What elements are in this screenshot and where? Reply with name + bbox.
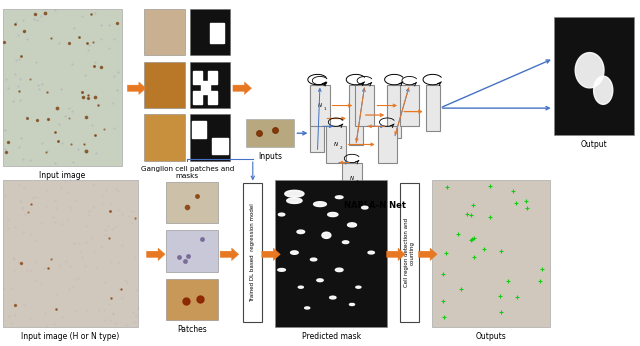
Bar bbox=[144, 115, 184, 161]
Bar bbox=[190, 115, 230, 161]
Text: N: N bbox=[350, 176, 354, 181]
Polygon shape bbox=[317, 279, 323, 282]
Polygon shape bbox=[262, 248, 280, 261]
Text: 3: 3 bbox=[356, 180, 358, 184]
Polygon shape bbox=[285, 190, 304, 197]
Polygon shape bbox=[233, 82, 252, 94]
Polygon shape bbox=[362, 206, 368, 209]
Bar bbox=[275, 180, 387, 327]
Bar bbox=[246, 119, 294, 147]
Polygon shape bbox=[291, 251, 298, 254]
Bar bbox=[426, 85, 440, 131]
Text: Cell region detection and
counting: Cell region detection and counting bbox=[404, 218, 415, 287]
Bar bbox=[193, 71, 202, 84]
Bar bbox=[378, 126, 397, 163]
Polygon shape bbox=[575, 53, 604, 88]
Bar bbox=[243, 183, 262, 322]
Polygon shape bbox=[298, 286, 303, 288]
Bar bbox=[193, 91, 202, 104]
Bar bbox=[210, 22, 224, 44]
Bar bbox=[166, 279, 218, 320]
Bar bbox=[208, 71, 217, 84]
Text: N: N bbox=[334, 142, 338, 147]
Text: Input image (H or N type): Input image (H or N type) bbox=[21, 332, 120, 341]
Bar bbox=[201, 81, 210, 94]
Polygon shape bbox=[220, 248, 239, 261]
Polygon shape bbox=[330, 296, 336, 299]
Bar bbox=[310, 85, 324, 152]
Text: Patches: Patches bbox=[177, 325, 207, 334]
Bar bbox=[144, 9, 184, 55]
Text: N: N bbox=[318, 103, 322, 108]
Bar bbox=[166, 182, 218, 223]
Polygon shape bbox=[348, 223, 356, 227]
Bar bbox=[432, 180, 550, 327]
Text: Trained DL based  regression model: Trained DL based regression model bbox=[250, 203, 255, 302]
Bar bbox=[190, 9, 230, 55]
Bar bbox=[3, 180, 138, 327]
Bar bbox=[554, 17, 634, 135]
Bar bbox=[400, 183, 419, 322]
Bar bbox=[3, 9, 122, 166]
Bar bbox=[192, 121, 206, 138]
Text: 2: 2 bbox=[340, 146, 342, 150]
Text: Predicted mask: Predicted mask bbox=[301, 332, 361, 341]
Bar bbox=[212, 138, 228, 154]
Polygon shape bbox=[278, 213, 285, 216]
Polygon shape bbox=[349, 303, 355, 306]
Text: Output: Output bbox=[580, 140, 607, 149]
Text: 1: 1 bbox=[324, 107, 326, 111]
Polygon shape bbox=[147, 248, 165, 261]
Text: Inputs: Inputs bbox=[259, 152, 282, 161]
Polygon shape bbox=[594, 76, 613, 104]
Bar bbox=[349, 85, 363, 145]
Polygon shape bbox=[419, 248, 437, 261]
Polygon shape bbox=[335, 268, 343, 272]
Polygon shape bbox=[297, 230, 305, 234]
Polygon shape bbox=[127, 82, 146, 94]
Polygon shape bbox=[328, 212, 338, 217]
Polygon shape bbox=[310, 258, 317, 261]
Bar bbox=[355, 85, 374, 126]
Polygon shape bbox=[387, 248, 405, 261]
Polygon shape bbox=[356, 286, 361, 288]
Polygon shape bbox=[278, 268, 285, 271]
Bar bbox=[190, 62, 230, 108]
Text: Input image: Input image bbox=[39, 171, 86, 180]
Polygon shape bbox=[305, 307, 310, 309]
Polygon shape bbox=[322, 232, 331, 238]
Bar bbox=[144, 62, 184, 108]
Bar bbox=[310, 85, 330, 126]
Polygon shape bbox=[314, 202, 326, 207]
Text: Outputs: Outputs bbox=[476, 332, 507, 341]
Bar bbox=[342, 163, 362, 194]
Bar bbox=[326, 126, 346, 163]
Text: NABLA-N Net: NABLA-N Net bbox=[344, 201, 406, 210]
Text: Ganglion cell patches and
masks: Ganglion cell patches and masks bbox=[141, 166, 234, 179]
Bar bbox=[387, 85, 401, 138]
Polygon shape bbox=[342, 241, 349, 244]
Polygon shape bbox=[335, 196, 343, 199]
Bar bbox=[208, 91, 217, 104]
Polygon shape bbox=[368, 251, 374, 254]
Bar bbox=[166, 230, 218, 272]
Polygon shape bbox=[287, 198, 302, 203]
Bar bbox=[400, 85, 419, 126]
